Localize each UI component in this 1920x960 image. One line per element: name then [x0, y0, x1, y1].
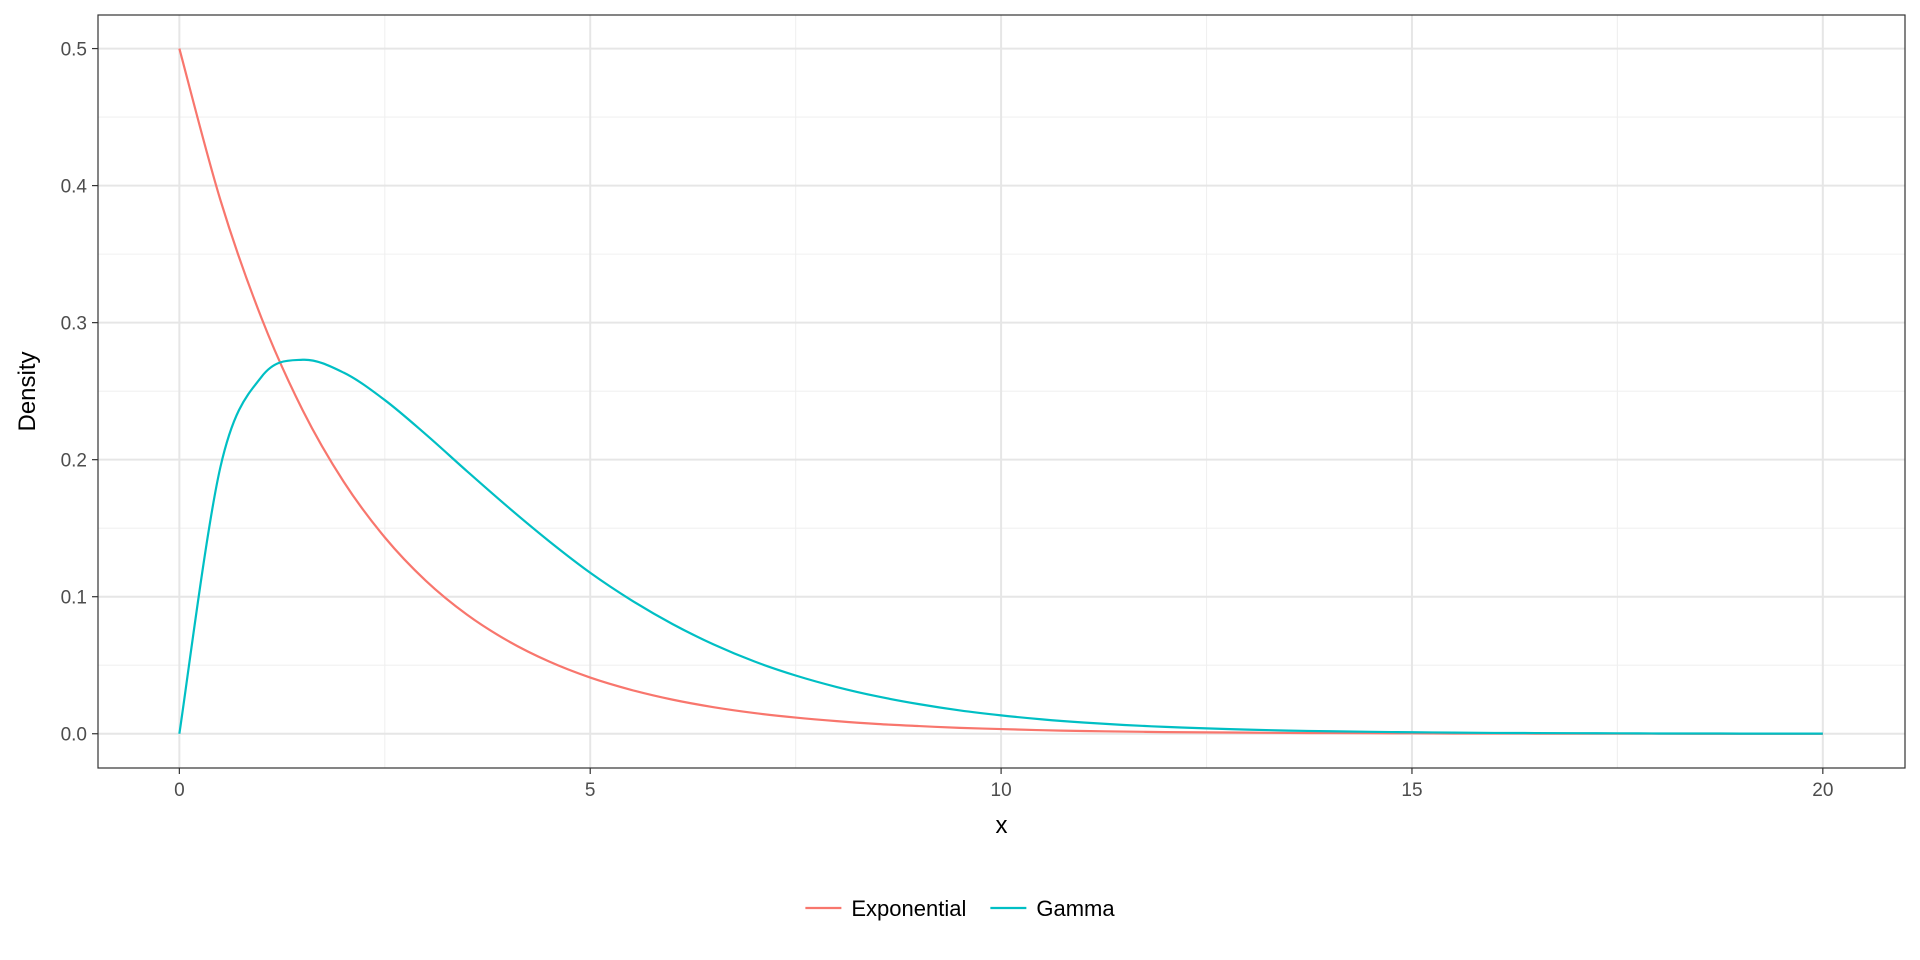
x-tick-label: 15 — [1401, 780, 1422, 801]
y-tick-label: 0.4 — [61, 177, 88, 198]
x-tick-label: 5 — [585, 780, 596, 801]
series-layer — [178, 48, 1823, 735]
y-tick-label: 0.0 — [61, 725, 87, 746]
legend: Exponential Gamma — [805, 896, 1115, 921]
legend-label-gamma: Gamma — [1036, 896, 1115, 921]
y-tick-label: 0.1 — [61, 588, 87, 609]
series-line-gamma — [178, 358, 1823, 735]
legend-label-exponential: Exponential — [851, 896, 966, 921]
x-tick-label: 10 — [991, 780, 1012, 801]
y-tick-label: 0.3 — [61, 314, 87, 335]
grid-lines — [98, 15, 1905, 768]
axis-ticks: 0 5 10 15 20 0.0 0.1 0.2 0.3 0.4 0.5 — [61, 40, 1834, 801]
x-tick-label: 20 — [1812, 780, 1833, 801]
x-tick-label: 0 — [174, 780, 185, 801]
y-tick-label: 0.5 — [61, 40, 87, 61]
y-axis-title: Density — [14, 351, 41, 431]
y-tick-label: 0.2 — [61, 451, 87, 472]
x-axis-title: x — [996, 812, 1008, 839]
